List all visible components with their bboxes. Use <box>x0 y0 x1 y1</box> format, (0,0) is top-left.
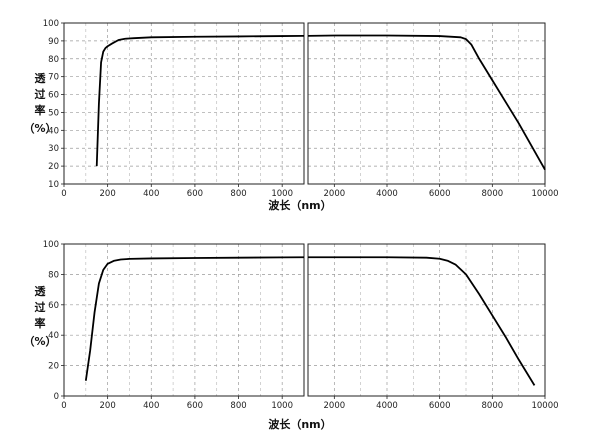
x-tick-label: 1000 <box>271 189 293 199</box>
y-axis-title-char: 率 <box>35 103 46 117</box>
x-tick-label: 600 <box>187 401 203 411</box>
x-tick-label: 2000 <box>324 401 346 411</box>
x-tick-label: 4000 <box>376 189 398 199</box>
x-tick-label: 10000 <box>531 401 558 411</box>
y-tick-label: 40 <box>48 331 59 341</box>
y-tick-label: 100 <box>43 19 59 29</box>
chart-1-panel-1: 0 200 400 600 800 1000 10 20 30 40 50 60 70 80 90 100 <box>43 19 305 199</box>
y-tick-label: 0 <box>54 392 59 402</box>
x-tick-label: 200 <box>100 189 116 199</box>
y-axis-title-char: （%） <box>23 122 56 135</box>
panel-frame <box>63 243 305 397</box>
x-tick-label: 2000 <box>324 189 346 199</box>
y-tick-label: 100 <box>43 240 59 250</box>
x-tick-label: 8000 <box>482 401 504 411</box>
x-tick-label: 6000 <box>429 189 451 199</box>
x-axis-title: 波长（nm） <box>268 198 331 212</box>
y-tick-label: 80 <box>48 55 59 65</box>
y-axis-title-char: 透 <box>35 72 47 85</box>
x-tick-label: 0 <box>61 189 66 199</box>
x-tick-label: 600 <box>187 189 203 199</box>
y-tick-label: 60 <box>48 91 59 101</box>
y-axis-title-char: 过 <box>35 87 46 101</box>
y-axis-title-char: 过 <box>35 300 46 314</box>
chart-2-panel-1: 0 200 400 600 800 1000 0 20 40 60 80 100 <box>43 240 305 411</box>
y-tick-label: 70 <box>48 73 59 83</box>
panel-frame <box>63 22 305 185</box>
chart-1: 0 200 400 600 800 1000 10 20 30 40 50 60 70 80 90 100 20… <box>23 19 558 212</box>
y-tick-label: 90 <box>48 37 59 47</box>
transmittance-curve <box>308 256 536 386</box>
chart-2-panel-2: 2000 4000 6000 8000 10000 <box>307 243 559 411</box>
x-tick-label: 4000 <box>376 401 398 411</box>
y-tick-label: 40 <box>48 126 59 136</box>
y-tick-label: 30 <box>48 144 59 154</box>
x-tick-label: 800 <box>230 401 246 411</box>
x-tick-label: 400 <box>143 189 159 199</box>
y-tick-label: 20 <box>48 362 59 372</box>
x-tick-label: 1000 <box>271 401 293 411</box>
transmittance-curve <box>95 34 305 167</box>
y-tick-label: 20 <box>48 162 59 172</box>
y-axis-title-char: （%） <box>23 335 56 348</box>
x-tick-label: 6000 <box>429 401 451 411</box>
x-tick-label: 8000 <box>482 189 504 199</box>
x-tick-label: 800 <box>230 189 246 199</box>
x-tick-label: 0 <box>61 401 66 411</box>
y-tick-label: 50 <box>48 108 59 118</box>
x-tick-label: 200 <box>100 401 116 411</box>
y-tick-label: 10 <box>48 180 59 190</box>
x-tick-label: 400 <box>143 401 159 411</box>
y-tick-label: 60 <box>48 301 59 311</box>
y-axis-title-char: 率 <box>35 316 46 330</box>
transmittance-curve <box>84 256 305 381</box>
chart-1-panel-2: 2000 4000 6000 8000 10000 <box>307 22 559 199</box>
x-tick-label: 10000 <box>531 189 558 199</box>
transmittance-curve <box>307 34 546 171</box>
x-axis-title: 波长（nm） <box>268 417 331 431</box>
panel-frame <box>307 243 546 397</box>
y-axis-title-char: 透 <box>35 285 47 298</box>
y-tick-label: 80 <box>48 270 59 280</box>
panel-frame <box>307 22 546 185</box>
